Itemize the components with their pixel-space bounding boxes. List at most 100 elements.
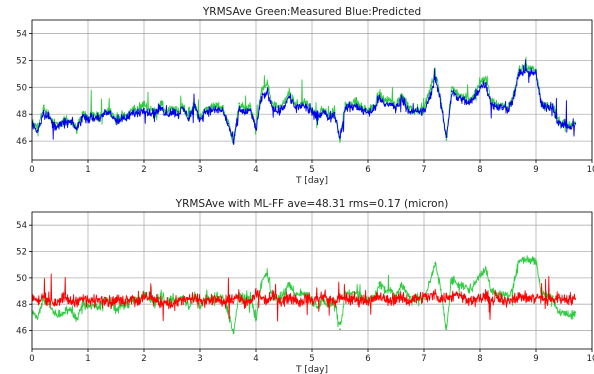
series-0-point xyxy=(143,102,145,105)
series-1-point xyxy=(103,113,106,116)
series-1-point xyxy=(361,109,364,112)
series-0-point xyxy=(53,312,56,315)
series-1-point xyxy=(92,300,95,303)
x-tick-label: 10 xyxy=(587,354,594,364)
series-1-point xyxy=(305,106,308,109)
y-tick-label: 52 xyxy=(16,56,27,66)
series-0-point xyxy=(126,304,129,307)
series-1-point xyxy=(445,296,448,299)
series-1-point xyxy=(546,299,549,302)
series-0-point xyxy=(327,116,330,118)
series-1-point xyxy=(249,301,252,304)
series-0-point xyxy=(260,280,263,283)
series-1-point xyxy=(148,295,151,298)
series-1-point xyxy=(428,97,431,99)
x-tick-label: 10 xyxy=(587,165,594,175)
series-0-point xyxy=(333,109,336,112)
series-0-point xyxy=(249,295,252,298)
series-0-point xyxy=(389,98,392,101)
series-1-point xyxy=(182,299,185,302)
series-0-point xyxy=(434,262,437,265)
series-1-point xyxy=(355,105,358,108)
series-1-point xyxy=(87,299,89,302)
series-1-point xyxy=(42,111,45,114)
series-1-point xyxy=(540,105,543,108)
series-0-point xyxy=(148,299,151,302)
series-0-point xyxy=(467,288,470,291)
series-0-point xyxy=(255,317,257,320)
series-1-point xyxy=(367,300,369,303)
series-1-point xyxy=(47,116,50,118)
series-1-point xyxy=(53,125,56,128)
x-tick-label: 3 xyxy=(197,165,202,175)
series-1-point xyxy=(193,106,196,109)
series-1-point xyxy=(238,107,241,110)
series-1-point xyxy=(243,300,246,303)
y-tick-label: 50 xyxy=(16,274,27,284)
series-0-point xyxy=(81,301,84,304)
series-1-point xyxy=(159,301,162,304)
series-1-point xyxy=(277,110,280,113)
series-1-point xyxy=(378,97,381,99)
series-0-point xyxy=(389,288,392,291)
series-1-point xyxy=(501,300,504,303)
series-1-point xyxy=(523,71,526,74)
series-0-point xyxy=(451,86,453,89)
series-0-point xyxy=(98,305,101,308)
series-0-point xyxy=(221,296,224,299)
series-1-point xyxy=(540,296,543,299)
series-0-point xyxy=(400,283,403,286)
series-0-point xyxy=(42,298,45,300)
series-0-point xyxy=(400,93,403,95)
series-1-point xyxy=(462,98,465,101)
series-0-point xyxy=(75,317,78,320)
series-1-point xyxy=(148,111,151,114)
series-1-point xyxy=(451,295,453,298)
series-1-point xyxy=(154,111,157,114)
series-1-point xyxy=(36,300,39,303)
series-0-point xyxy=(215,105,218,108)
series-0-point xyxy=(574,121,577,124)
series-1-point xyxy=(512,97,515,99)
series-1-point xyxy=(490,102,493,105)
series-0-point xyxy=(42,107,45,110)
y-tick-label: 46 xyxy=(16,137,27,147)
series-1-point xyxy=(574,122,577,125)
series-1-point xyxy=(372,109,375,112)
series-1-point xyxy=(439,298,442,300)
series-1-point xyxy=(232,141,235,144)
series-1-point xyxy=(434,76,437,79)
series-0-point xyxy=(316,305,319,308)
series-1-point xyxy=(383,103,386,106)
series-1-line xyxy=(32,59,576,145)
series-0-point xyxy=(64,308,67,311)
x-axis-label: T [day] xyxy=(295,176,328,186)
y-tick-label: 50 xyxy=(16,83,27,93)
series-0-point xyxy=(339,328,341,331)
series-0-point xyxy=(182,105,185,108)
series-1-point xyxy=(215,298,218,300)
series-1-point xyxy=(187,117,190,120)
series-1-point xyxy=(120,118,123,121)
x-tick-label: 4 xyxy=(253,354,258,364)
series-1-point xyxy=(406,299,409,302)
series-1-point xyxy=(501,106,504,109)
series-1-point xyxy=(294,298,297,300)
series-1-point xyxy=(47,299,50,302)
series-1-point xyxy=(322,110,325,113)
series-1-point xyxy=(126,298,129,300)
series-0-line xyxy=(32,56,576,145)
series-0-point xyxy=(171,298,173,300)
series-1-point xyxy=(339,136,341,139)
series-1-point xyxy=(563,298,565,300)
series-1-point xyxy=(551,106,554,109)
series-1-point xyxy=(428,296,431,299)
series-1-point xyxy=(271,295,274,298)
series-1-point xyxy=(355,299,358,302)
series-1-point xyxy=(316,117,319,120)
series-0-point xyxy=(439,288,442,291)
series-1-point xyxy=(339,298,341,300)
series-0-point xyxy=(187,305,190,308)
series-1-point xyxy=(322,295,325,298)
series-1-point xyxy=(92,117,95,120)
